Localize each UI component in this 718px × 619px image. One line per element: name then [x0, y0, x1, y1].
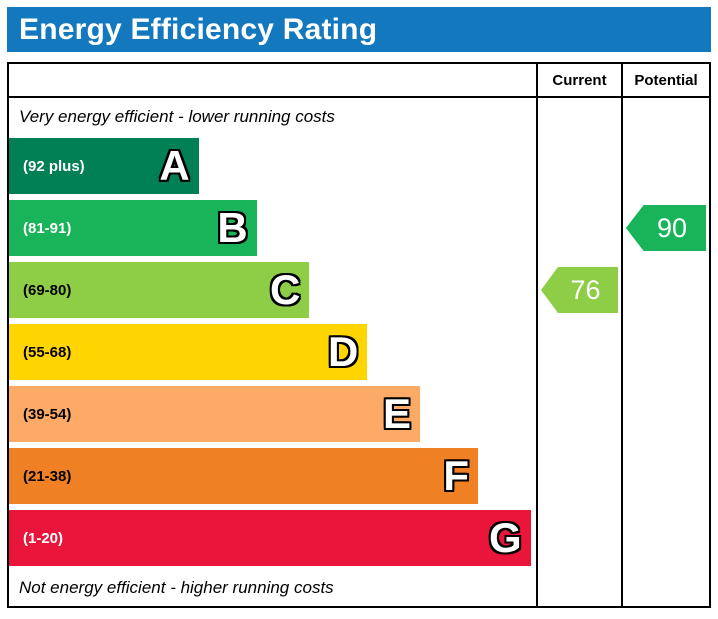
bottom-note: Not energy efficient - higher running co…	[19, 577, 334, 597]
band-letter: C	[270, 266, 301, 313]
band-letter: B	[217, 204, 248, 251]
band-row-c: (69-80) C	[9, 259, 536, 321]
page-title: Energy Efficiency Rating	[19, 12, 378, 46]
band-range-label: (69-80)	[23, 281, 72, 299]
potential-arrow-slot: 90	[623, 197, 709, 259]
band-range-label: (81-91)	[23, 219, 72, 237]
potential-rating-arrow: 90	[626, 205, 706, 251]
potential-rating-value: 90	[656, 212, 688, 243]
band-range-label: (92 plus)	[23, 157, 85, 175]
band-row-f: (21-38) F	[9, 445, 536, 507]
current-column: 76	[536, 98, 621, 606]
band-row-a: (92 plus) A	[9, 135, 536, 197]
band-range-label: (55-68)	[23, 343, 72, 361]
chart-header-row: Current Potential	[9, 64, 709, 98]
band-letter: D	[328, 328, 359, 375]
current-rating-arrow: 76	[541, 267, 618, 313]
current-column-header: Current	[536, 64, 621, 96]
band-letter: F	[443, 452, 470, 499]
potential-column: 90	[621, 98, 709, 606]
chart-body: Very energy efficient - lower running co…	[9, 98, 709, 606]
current-arrow-slot: 76	[538, 259, 621, 321]
chart-header-spacer	[9, 64, 536, 96]
band-letter: G	[489, 514, 522, 561]
band-row-b: (81-91) B	[9, 197, 536, 259]
current-rating-value: 76	[570, 274, 601, 305]
band-range-label: (21-38)	[23, 467, 72, 485]
potential-column-header: Potential	[621, 64, 709, 96]
band-bar-a: (92 plus) A	[9, 138, 199, 194]
title-bar: Energy Efficiency Rating	[7, 7, 711, 52]
band-range-label: (1-20)	[23, 529, 64, 547]
band-range-label: (39-54)	[23, 405, 72, 423]
energy-efficiency-chart: Current Potential Very energy efficient …	[7, 62, 711, 608]
band-bar-g: (1-20) G	[9, 510, 531, 566]
band-letter: A	[159, 142, 190, 189]
bands-column: Very energy efficient - lower running co…	[9, 98, 536, 606]
band-row-e: (39-54) E	[9, 383, 536, 445]
band-row-d: (55-68) D	[9, 321, 536, 383]
band-bar-b: (81-91) B	[9, 200, 257, 256]
band-bar-d: (55-68) D	[9, 324, 368, 380]
top-note: Very energy efficient - lower running co…	[19, 106, 335, 126]
band-bar-f: (21-38) F	[9, 448, 479, 504]
band-bar-e: (39-54) E	[9, 386, 421, 442]
band-letter: E	[383, 390, 412, 437]
band-bar-c: (69-80) C	[9, 262, 310, 318]
band-row-g: (1-20) G	[9, 507, 536, 569]
